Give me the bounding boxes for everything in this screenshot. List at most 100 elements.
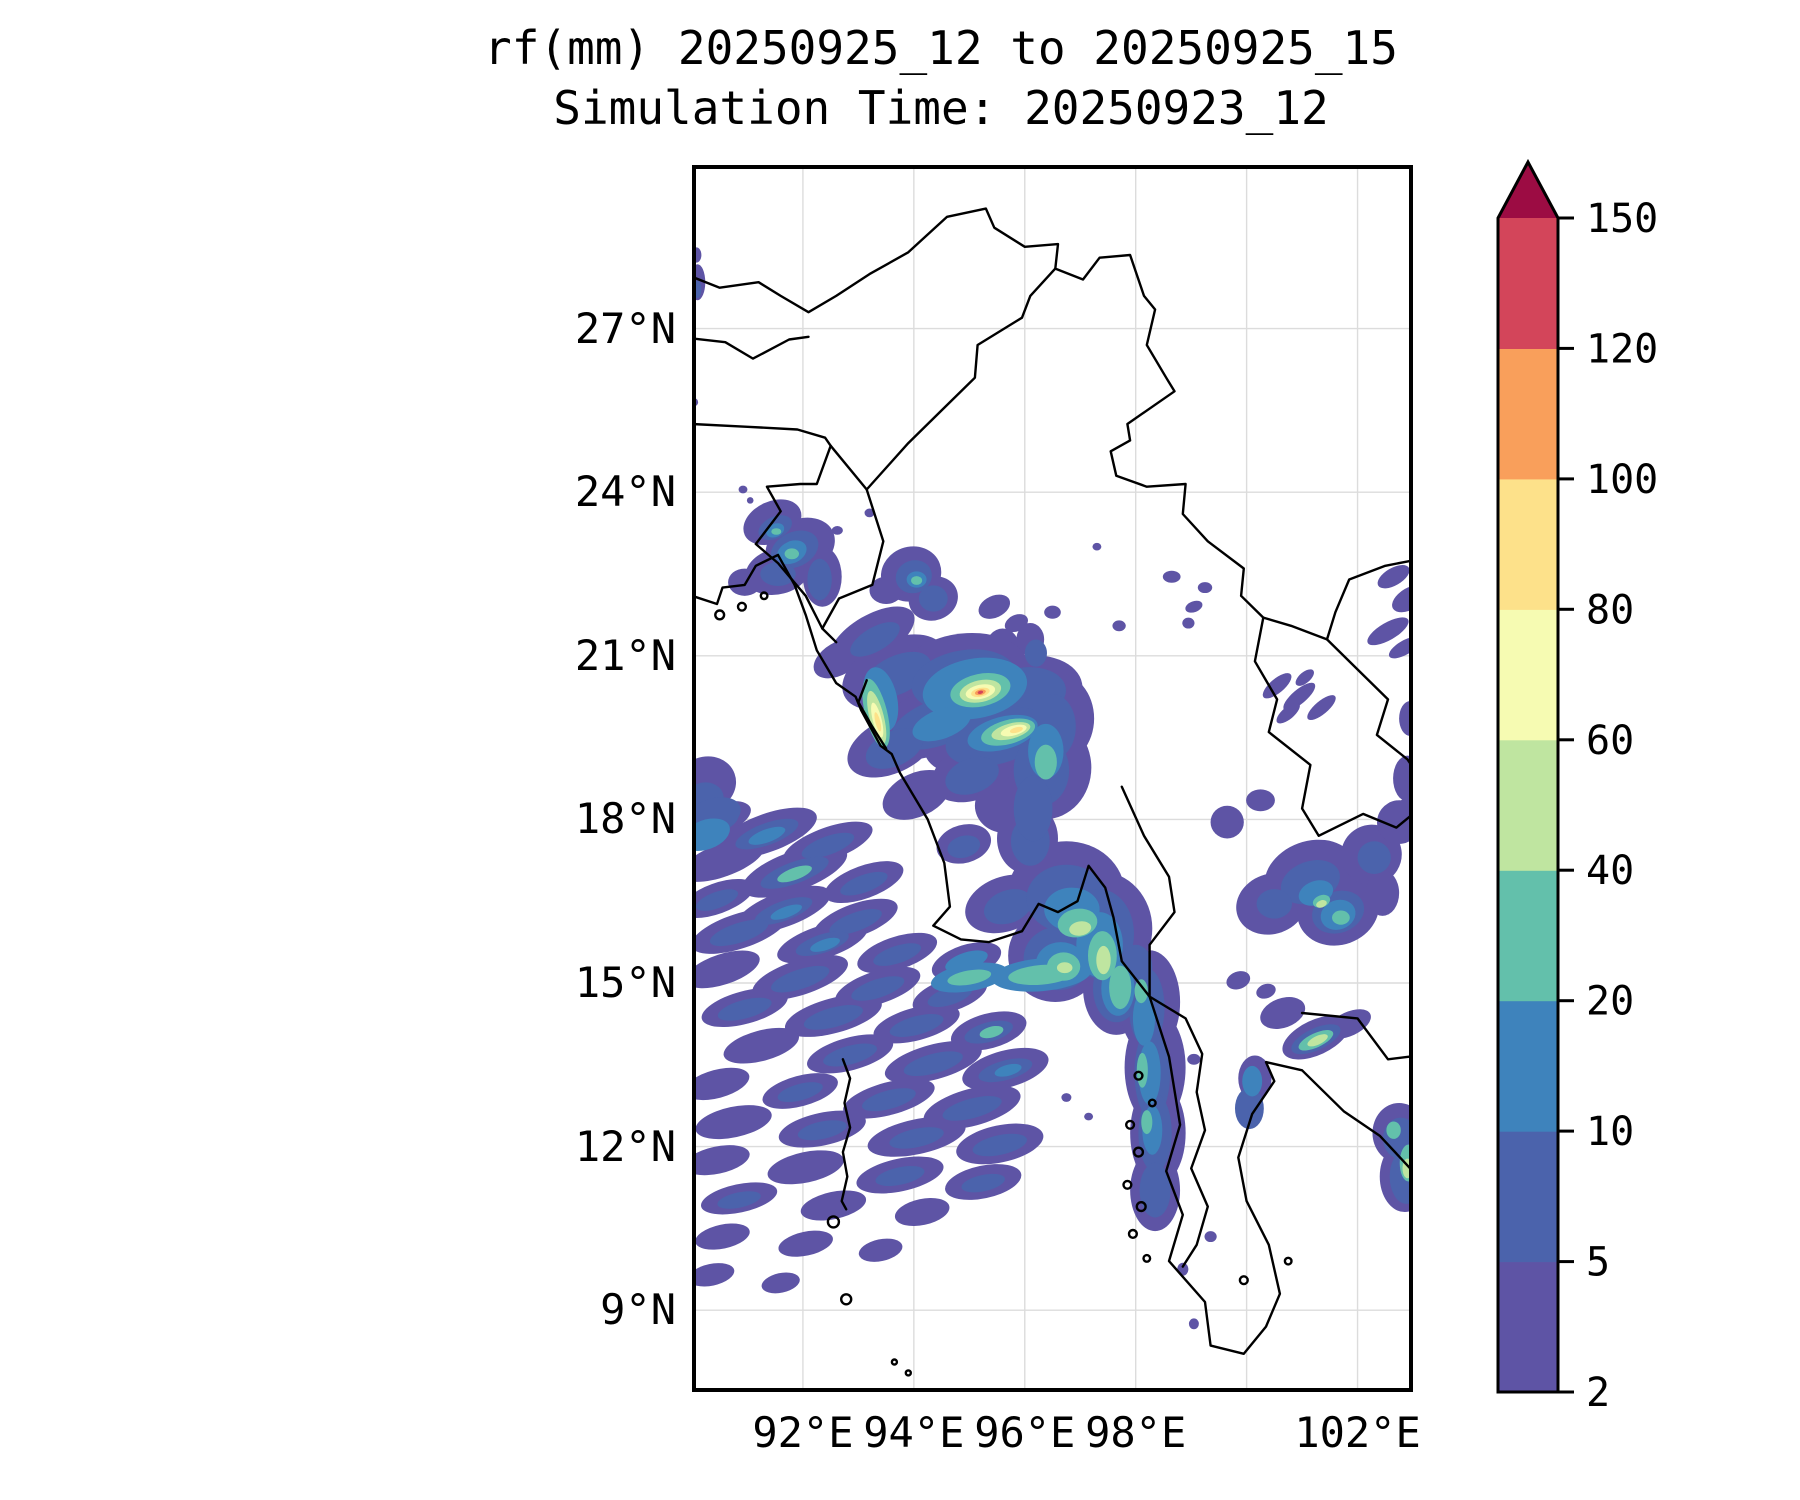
rain-cell [947, 969, 992, 986]
rain-cell [1136, 1052, 1148, 1088]
island-outline [839, 1293, 853, 1306]
colorbar-segment [1498, 348, 1558, 480]
rain-cell [801, 832, 855, 859]
rain-cell [717, 1191, 761, 1209]
island-outline [1135, 1200, 1147, 1213]
rain-cell [1197, 582, 1213, 594]
rain-cell [1112, 620, 1126, 632]
colorbar-extend-arrow [1498, 162, 1558, 218]
coastline [1300, 1011, 1412, 1061]
rain-cell [947, 835, 981, 859]
lat-tick-label: 18°N [574, 794, 676, 844]
colorbar-segment [1498, 870, 1558, 1002]
rain-cell [695, 889, 739, 911]
rain-cell [850, 622, 900, 657]
colorbar-segment [1498, 1000, 1558, 1132]
rain-cell [978, 594, 1011, 619]
colorbar-tick-label: 100 [1586, 457, 1658, 503]
lat-tick-label: 21°N [574, 630, 676, 680]
rain-cell [1044, 605, 1061, 619]
rain-cell [912, 706, 971, 742]
lon-tick-label: 102°E [1294, 1408, 1421, 1457]
rain-cell [1332, 910, 1350, 925]
rain-cell [777, 1082, 823, 1103]
rain-cell [882, 769, 951, 820]
colorbar-segment [1498, 478, 1558, 610]
island-outline [1283, 1256, 1293, 1266]
rain-cell [746, 497, 754, 504]
rain-cell [1283, 682, 1316, 711]
rain-cell [1226, 971, 1251, 990]
rain-cell [979, 1025, 1004, 1039]
rain-cell [738, 485, 748, 494]
colorbar-segment [1498, 218, 1558, 349]
rain-cell [803, 1005, 863, 1030]
lon-tick-label: 92°E [752, 1408, 854, 1457]
rain-cell [994, 1063, 1022, 1077]
lat-tick-label: 24°N [574, 467, 676, 517]
rain-cell [911, 576, 923, 585]
coastline [857, 679, 888, 750]
colorbar-tick-label: 40 [1586, 848, 1634, 894]
rain-cell [903, 1051, 963, 1077]
rain-cell [1307, 695, 1336, 721]
rain-cell [1188, 1318, 1199, 1330]
rain-cell [692, 838, 765, 882]
rain-cell [894, 1197, 950, 1227]
island-outline [904, 1369, 913, 1377]
rain-cell [1096, 945, 1111, 975]
rain-cell [840, 871, 888, 896]
rain-cell [797, 1120, 847, 1141]
colorbar-tick-label: 2 [1586, 1370, 1610, 1416]
rain-cell [784, 548, 800, 560]
coastline [1253, 616, 1413, 837]
coastline [1120, 785, 1209, 1268]
rain-cell [1141, 1110, 1153, 1135]
rain-cell [1365, 870, 1400, 916]
island-outline [1122, 1179, 1133, 1190]
island-outline [826, 1215, 841, 1229]
colorbar-segment [1498, 1131, 1558, 1263]
rain-cell [1061, 1093, 1072, 1102]
rain-cell [1386, 1121, 1401, 1139]
island-outline [714, 609, 726, 621]
rain-cell [807, 558, 832, 601]
rain-cell [695, 1223, 750, 1250]
rain-cell [761, 1272, 800, 1294]
rain-cell [1256, 983, 1276, 999]
rain-cell [1132, 991, 1156, 1046]
lat-tick-label: 12°N [574, 1121, 676, 1171]
rain-cell [983, 889, 1033, 925]
rain-cell [1056, 962, 1073, 974]
figure-title-block: rf(mm) 20250925_12 to 20250925_15 Simula… [341, 18, 1541, 138]
rain-cell [692, 1145, 750, 1176]
rain-cell [1246, 789, 1275, 812]
lon-tick-label: 98°E [1085, 1408, 1187, 1457]
map-frame [692, 165, 1413, 1392]
rain-cell [1109, 965, 1132, 1010]
rain-cell [945, 950, 988, 972]
rain-cell [1162, 570, 1181, 583]
lat-tick-label: 9°N [600, 1285, 676, 1335]
rain-cell [1234, 1087, 1264, 1130]
rain-cell [810, 937, 840, 952]
rain-cell [692, 950, 760, 989]
rain-cell [723, 1027, 800, 1064]
rain-cell [977, 690, 984, 695]
island-outline [1132, 1146, 1145, 1158]
rain-cell [1242, 1065, 1263, 1097]
rain-cell [918, 585, 948, 612]
rain-cell [1069, 921, 1092, 936]
rain-cell [858, 1238, 903, 1262]
lon-tick-label: 96°E [974, 1408, 1076, 1457]
island-outline [1147, 1098, 1157, 1108]
rain-cell [1134, 979, 1148, 1004]
map-canvas [692, 165, 1413, 1392]
rain-cell [874, 712, 882, 732]
rain-cell [1092, 542, 1102, 551]
colorbar-tick-label: 5 [1586, 1240, 1610, 1286]
coastlines-borders [692, 207, 1413, 1377]
rain-cell [770, 904, 803, 920]
coastline [692, 335, 810, 360]
rain-cell [692, 1067, 750, 1101]
